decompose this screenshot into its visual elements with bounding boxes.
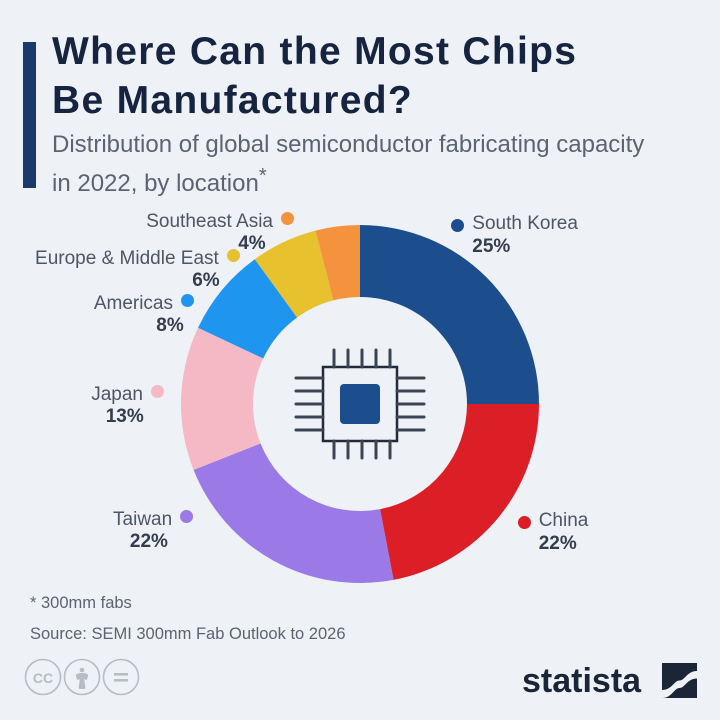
svg-text:CC: CC <box>33 670 53 686</box>
